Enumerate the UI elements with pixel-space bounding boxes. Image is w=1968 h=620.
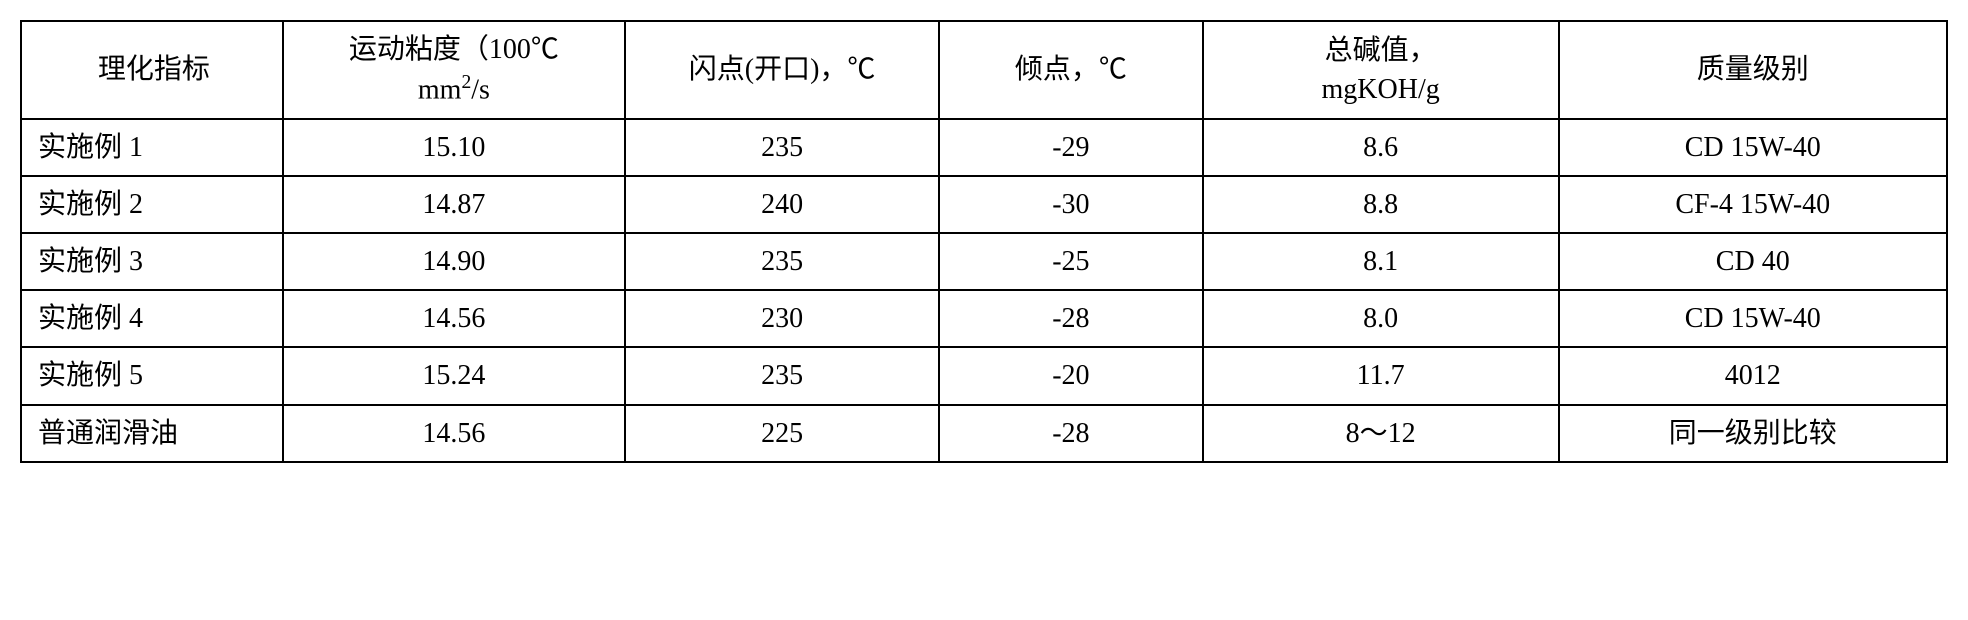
table-header-row: 理化指标 运动粘度（100℃ mm2/s 闪点(开口)，℃ 倾点，℃ 总碱值， … bbox=[21, 21, 1947, 119]
table-row: 普通润滑油 14.56 225 -28 8～12 同一级别比较 bbox=[21, 405, 1947, 462]
cell-tbn: 11.7 bbox=[1203, 347, 1559, 404]
cell-flashpoint: 230 bbox=[625, 290, 939, 347]
cell-pourpoint: -29 bbox=[939, 119, 1203, 176]
cell-pourpoint: -25 bbox=[939, 233, 1203, 290]
header-label-line2-sup: 2 bbox=[461, 72, 471, 93]
header-label-line2-post: /s bbox=[471, 75, 490, 106]
table-row: 实施例 2 14.87 240 -30 8.8 CF-4 15W-40 bbox=[21, 176, 1947, 233]
table-row: 实施例 5 15.24 235 -20 11.7 4012 bbox=[21, 347, 1947, 404]
col-header-pourpoint: 倾点，℃ bbox=[939, 21, 1203, 119]
cell-viscosity: 15.10 bbox=[283, 119, 625, 176]
header-label-line1: 总碱值， bbox=[1325, 35, 1437, 66]
cell-label: 实施例 1 bbox=[21, 119, 283, 176]
header-label-line2-pre: mm bbox=[418, 75, 462, 106]
cell-grade: CD 15W-40 bbox=[1559, 290, 1948, 347]
cell-label: 普通润滑油 bbox=[21, 405, 283, 462]
cell-label: 实施例 5 bbox=[21, 347, 283, 404]
cell-pourpoint: -28 bbox=[939, 290, 1203, 347]
header-label: 倾点，℃ bbox=[1015, 54, 1127, 85]
table-body: 实施例 1 15.10 235 -29 8.6 CD 15W-40 实施例 2 … bbox=[21, 119, 1947, 462]
table-row: 实施例 4 14.56 230 -28 8.0 CD 15W-40 bbox=[21, 290, 1947, 347]
header-label: 闪点(开口)，℃ bbox=[689, 54, 876, 85]
cell-viscosity: 15.24 bbox=[283, 347, 625, 404]
cell-flashpoint: 240 bbox=[625, 176, 939, 233]
cell-tbn: 8.6 bbox=[1203, 119, 1559, 176]
cell-label: 实施例 3 bbox=[21, 233, 283, 290]
col-header-grade: 质量级别 bbox=[1559, 21, 1948, 119]
col-header-physchem: 理化指标 bbox=[21, 21, 283, 119]
cell-flashpoint: 235 bbox=[625, 119, 939, 176]
cell-grade: CD 40 bbox=[1559, 233, 1948, 290]
cell-grade: CF-4 15W-40 bbox=[1559, 176, 1948, 233]
cell-pourpoint: -20 bbox=[939, 347, 1203, 404]
cell-tbn: 8.0 bbox=[1203, 290, 1559, 347]
col-header-tbn: 总碱值， mgKOH/g bbox=[1203, 21, 1559, 119]
cell-label: 实施例 2 bbox=[21, 176, 283, 233]
table-row: 实施例 1 15.10 235 -29 8.6 CD 15W-40 bbox=[21, 119, 1947, 176]
cell-tbn: 8.1 bbox=[1203, 233, 1559, 290]
properties-table: 理化指标 运动粘度（100℃ mm2/s 闪点(开口)，℃ 倾点，℃ 总碱值， … bbox=[20, 20, 1948, 463]
cell-viscosity: 14.87 bbox=[283, 176, 625, 233]
cell-flashpoint: 235 bbox=[625, 233, 939, 290]
header-label: 质量级别 bbox=[1697, 54, 1809, 85]
cell-tbn: 8.8 bbox=[1203, 176, 1559, 233]
table-row: 实施例 3 14.90 235 -25 8.1 CD 40 bbox=[21, 233, 1947, 290]
col-header-flashpoint: 闪点(开口)，℃ bbox=[625, 21, 939, 119]
cell-pourpoint: -30 bbox=[939, 176, 1203, 233]
col-header-viscosity: 运动粘度（100℃ mm2/s bbox=[283, 21, 625, 119]
cell-label: 实施例 4 bbox=[21, 290, 283, 347]
cell-grade: 4012 bbox=[1559, 347, 1948, 404]
cell-flashpoint: 225 bbox=[625, 405, 939, 462]
header-label-line2: mgKOH/g bbox=[1322, 74, 1440, 105]
cell-viscosity: 14.90 bbox=[283, 233, 625, 290]
cell-pourpoint: -28 bbox=[939, 405, 1203, 462]
cell-viscosity: 14.56 bbox=[283, 405, 625, 462]
header-label-line1: 运动粘度（100℃ bbox=[349, 34, 559, 65]
cell-grade: 同一级别比较 bbox=[1559, 405, 1948, 462]
header-label: 理化指标 bbox=[98, 54, 210, 85]
cell-flashpoint: 235 bbox=[625, 347, 939, 404]
cell-tbn: 8～12 bbox=[1203, 405, 1559, 462]
cell-grade: CD 15W-40 bbox=[1559, 119, 1948, 176]
cell-viscosity: 14.56 bbox=[283, 290, 625, 347]
